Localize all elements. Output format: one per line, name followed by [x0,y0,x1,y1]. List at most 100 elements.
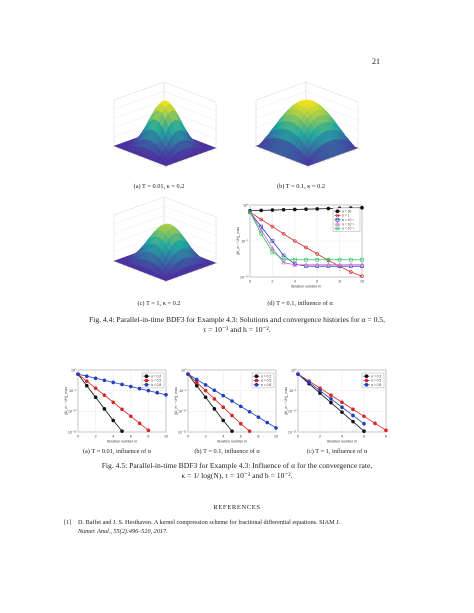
legend-label: α = 0.5 [371,379,381,383]
y-tick-mark [332,156,335,159]
reference-item: [1] D. Baffet and J. S. Hesthaven. A ker… [64,518,414,536]
x-tick-mark [148,159,151,162]
data-point [203,388,208,393]
data-point [384,428,388,433]
x-tick-label: 4 [112,435,114,439]
data-point [292,257,297,262]
data-point [349,257,353,262]
legend-marker [144,382,149,387]
x-axis-label: Iteration number m [291,285,321,289]
data-point [304,257,308,262]
data-point [259,227,264,232]
figure-4-5-caption-line1: Fig. 4.5: Parallel-in-time BDF3 for Exam… [101,461,373,470]
data-point [247,429,252,433]
y-tick-label: 10⁻¹⁵ [68,430,77,434]
legend-marker [254,378,259,383]
x-tick-mark [143,157,146,160]
data-point [259,217,264,222]
data-point [120,382,124,387]
x-tick-label: 6 [130,435,132,439]
surface-plot-a [112,81,218,168]
x-tick-mark [269,151,272,154]
legend-marker [144,374,149,378]
y-tick-label: 10⁻⁵ [241,239,249,243]
legend-marker [335,209,340,213]
y-axis-label: ||U_m − U*||_max [64,387,68,415]
z-gridline [113,215,217,236]
x-tick-mark [138,270,141,273]
x-tick-mark [301,163,303,166]
y-tick-mark [327,158,330,161]
x-tick-label: 6 [316,280,318,284]
data-point [102,378,107,383]
data-point [239,421,243,426]
data-point [102,407,107,411]
surface-plot-b [254,81,360,168]
legend-label: α = 10⁻³ [342,227,355,231]
data-point [259,208,264,213]
y-tick-label: 10⁰ [71,368,77,372]
data-point [315,257,319,262]
data-point [337,262,342,267]
data-point [340,410,344,414]
y-tick-mark [175,162,178,164]
subcaption-4-4-c: (c) T = 1, κ = 0.2 [137,300,181,307]
reference-line2: Numer. Anal., 55(2):496–520, 2017. [78,528,168,535]
data-point [84,379,89,383]
legend-marker [364,378,369,383]
x-tick-mark [112,145,115,148]
legend-marker [254,382,259,387]
legend-marker [335,217,340,222]
data-point [137,386,142,391]
y-tick-mark [185,158,188,161]
z-gridline [113,206,217,227]
x-tick-label: 10 [274,435,278,439]
data-point [274,426,278,430]
x-tick-label: 4 [294,280,296,284]
z-gridline [255,91,359,112]
y-tick-mark [175,277,178,279]
data-point [329,393,333,398]
data-point [270,245,275,250]
x-tick-label: 0 [297,435,299,439]
x-tick-label: 2 [95,435,97,439]
y-tick-mark [322,160,325,162]
data-point [76,372,80,376]
convergence-chart-4-5-b: 0 2 4 6 8 10 10⁰ 10⁻⁵ 10⁻¹⁰ 10⁻¹⁵ Iteration number… [174,368,278,443]
series-group [76,372,168,397]
data-point [360,257,364,262]
x-tick-mark [138,155,141,158]
x-tick-mark [306,165,309,168]
legend-label: α = 0.8 [371,383,381,387]
series-group [296,372,388,433]
data-point [203,395,208,400]
legend-marker [364,374,369,378]
data-point [129,414,133,419]
x-tick-mark [122,264,125,267]
surface-plot-c [112,196,218,283]
data-point [362,421,366,426]
data-point [359,262,365,267]
legend-label: α = 0.2 [261,374,271,378]
data-point [221,393,226,398]
data-point [230,429,234,433]
y-tick-mark [352,149,355,152]
data-point [270,224,275,229]
y-tick-mark [357,147,360,150]
data-point [212,388,217,393]
legend-marker [335,213,340,218]
subcaption-4-4-a: (a) T = 0.01, κ = 0.2 [133,183,185,190]
data-point [146,388,151,393]
y-tick-label: 10⁻⁵ [179,389,187,393]
data-point [102,393,107,398]
data-point [315,252,319,256]
data-point [137,421,142,426]
data-point [93,376,98,381]
y-tick-mark [165,280,168,283]
data-point [303,262,309,267]
data-point [349,270,353,274]
convergence-chart-4-5-a: 0 2 4 6 8 10 10⁰ 10⁻⁵ 10⁻¹⁰ 10⁻¹⁵ Iteration number… [64,368,168,443]
legend-marker [364,382,369,387]
data-point [329,400,333,405]
legend-label: α = 0.8 [151,383,161,387]
